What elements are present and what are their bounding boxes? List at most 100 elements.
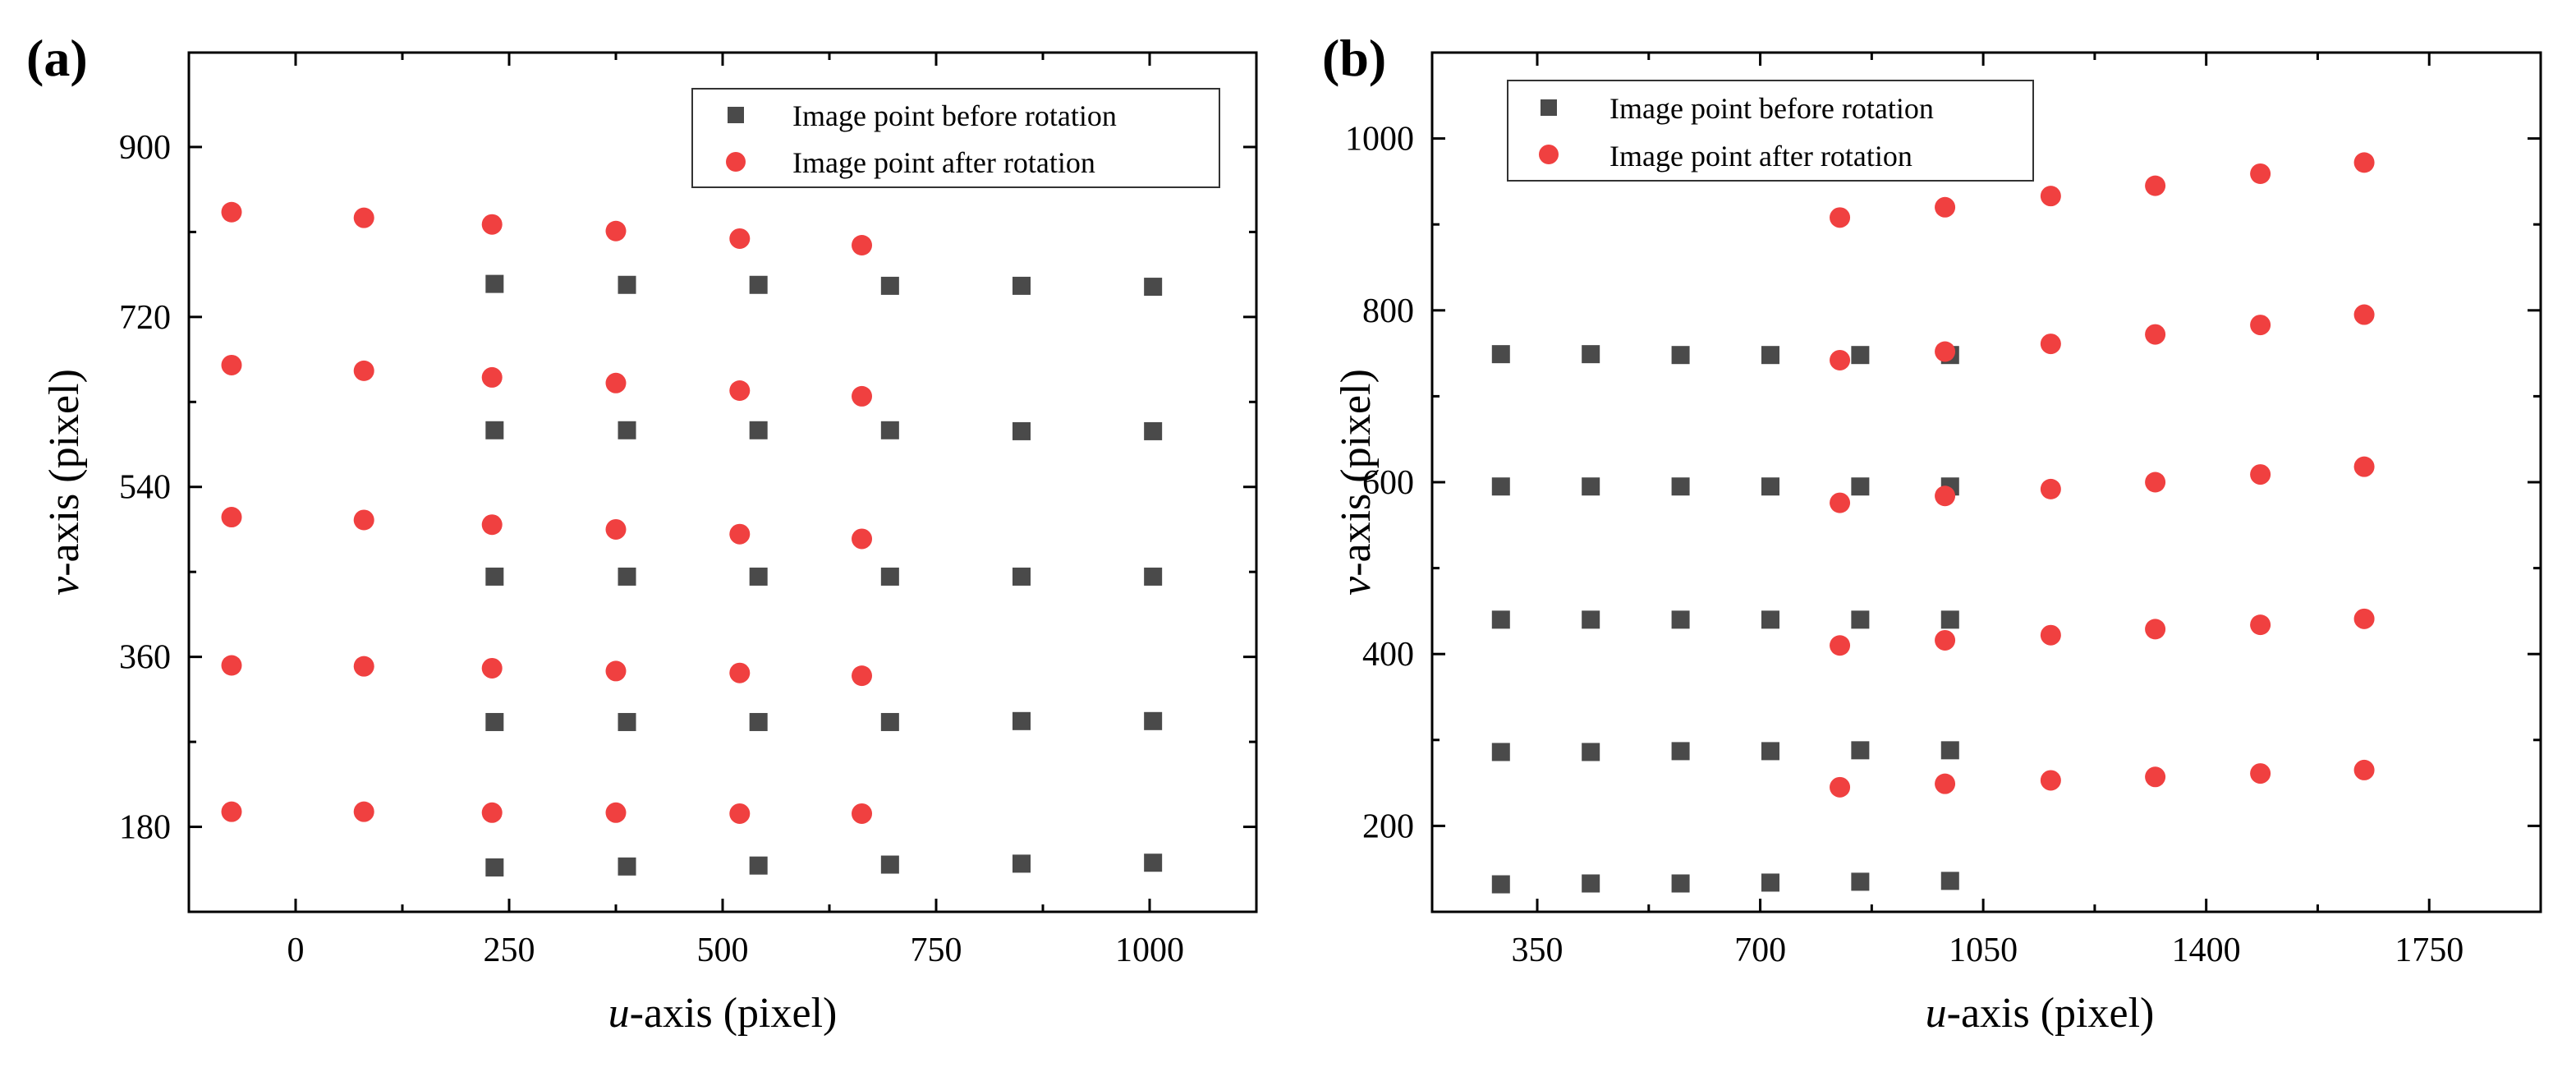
panel-b-before-rotation-point xyxy=(1761,873,1779,892)
panel-b-after-rotation-point xyxy=(1830,776,1851,798)
panel-a-after-rotation-point xyxy=(605,802,627,823)
panel-a-ticks: 0 250 500 750 1000 180 360 540 720 900 xyxy=(119,53,1256,969)
panel-a-after-rotation-point xyxy=(221,201,242,223)
panel-b-legend-box xyxy=(1507,80,2034,182)
panel-a-after-rotation-point xyxy=(353,207,374,228)
panel-b-x-axis-title: u-axis (pixel) xyxy=(1926,990,2155,1037)
panel-a-after-rotation-point xyxy=(353,509,374,531)
panel-a-y-tick-label: 900 xyxy=(119,129,171,167)
panel-b-after-rotation-point xyxy=(1935,485,1956,507)
panel-a-before-rotation-point xyxy=(749,856,768,875)
panel-a-before-rotation-point xyxy=(618,421,636,439)
panel-b-after-rotation-point xyxy=(2145,175,2166,196)
panel-a-y-tick-label: 720 xyxy=(119,299,171,337)
panel-a-before-rotation-point xyxy=(1012,711,1031,730)
panel-a-legend-circle-marker xyxy=(726,152,746,172)
panel-b-after-rotation-point xyxy=(1830,492,1851,513)
panel-b-after-rotation-point xyxy=(1935,773,1956,794)
panel-b-x-tick-label: 1400 xyxy=(2172,932,2241,969)
panel-b-after-rotation-point xyxy=(1935,341,1956,362)
panel-a-before-rotation-point xyxy=(1012,421,1031,440)
panel-b-legend-circle-marker xyxy=(1539,145,1559,164)
panel-b-before-rotation-point xyxy=(1582,874,1600,893)
panel-a-after-rotation-point xyxy=(481,214,503,235)
panel-b-before-rotation-point xyxy=(1582,477,1600,496)
panel-a-label: (a) xyxy=(26,29,88,87)
panel-b-after-rotation-point xyxy=(2353,456,2375,477)
panel-a-legend-label-before: Image point before rotation xyxy=(792,99,1117,132)
panel-a-before-rotation-point xyxy=(1144,853,1163,872)
panel-a-after-rotation-point xyxy=(852,803,873,824)
panel-b-points xyxy=(1491,152,2375,894)
panel-a-y-tick-label: 540 xyxy=(119,469,171,507)
panel-a-chart: (a) 0 250 500 750 1000 180 360 540 720 900 u-axis… xyxy=(26,29,1258,1037)
panel-a-after-rotation-point xyxy=(729,662,751,683)
panel-a-before-rotation-point xyxy=(618,712,636,731)
panel-a-after-rotation-point xyxy=(605,518,627,540)
panel-b-after-rotation-point xyxy=(1830,349,1851,370)
panel-b-legend: Image point before rotation Image point … xyxy=(1507,80,2034,182)
panel-b-after-rotation-point xyxy=(2353,759,2375,780)
panel-b-before-rotation-point xyxy=(1671,346,1690,365)
panel-a-after-rotation-point xyxy=(852,234,873,255)
panel-b-after-rotation-point xyxy=(2145,619,2166,640)
panel-b-before-rotation-point xyxy=(1671,742,1690,761)
panel-b-y-tick-label: 200 xyxy=(1362,807,1414,845)
panel-a-after-rotation-point xyxy=(729,380,751,402)
panel-b-before-rotation-point xyxy=(1491,743,1510,761)
panel-a-after-rotation-point xyxy=(605,660,627,682)
panel-b-after-rotation-point xyxy=(2250,614,2271,636)
panel-b-before-rotation-point xyxy=(1851,872,1870,891)
panel-a-after-rotation-point xyxy=(221,801,242,822)
panel-b-after-rotation-point xyxy=(1935,196,1956,218)
panel-a-y-tick-label: 360 xyxy=(119,639,171,677)
panel-b-before-rotation-point xyxy=(1491,610,1510,629)
panel-b-y-tick-label: 1000 xyxy=(1345,121,1414,159)
panel-a-before-rotation-point xyxy=(1144,567,1163,586)
panel-b-after-rotation-point xyxy=(2040,770,2061,791)
panel-b-x-tick-label: 700 xyxy=(1734,932,1786,969)
panel-a-before-rotation-point xyxy=(880,276,899,295)
panel-a-after-rotation-point xyxy=(353,801,374,822)
panel-b-legend-label-after: Image point after rotation xyxy=(1609,140,1912,173)
panel-a-points xyxy=(221,201,1163,876)
panel-b-after-rotation-point xyxy=(2145,766,2166,788)
panel-b-after-rotation-point xyxy=(2353,608,2375,629)
panel-a-before-rotation-point xyxy=(880,421,899,439)
panel-b-before-rotation-point xyxy=(1851,477,1870,496)
panel-b-x-tick-label: 350 xyxy=(1512,932,1564,969)
panel-b-before-rotation-point xyxy=(1761,346,1779,365)
panel-a-after-rotation-point xyxy=(481,366,503,388)
panel-a-x-axis-title: u-axis (pixel) xyxy=(608,990,838,1037)
panel-a-before-rotation-point xyxy=(1012,567,1031,586)
panel-b-ticks: 350 700 1050 1400 1750 200 400 600 800 1000 xyxy=(1345,53,2541,969)
panel-a-before-rotation-point xyxy=(485,421,504,439)
panel-a-after-rotation-point xyxy=(221,507,242,528)
panel-a-x-tick-label: 500 xyxy=(697,932,749,969)
panel-b-y-axis-title: v-axis (pixel) xyxy=(1333,369,1380,596)
panel-a-before-rotation-point xyxy=(485,858,504,876)
panel-b-after-rotation-point xyxy=(2353,152,2375,173)
panel-b-label: (b) xyxy=(1322,29,1386,87)
panel-b-before-rotation-point xyxy=(1491,875,1510,894)
panel-a-before-rotation-point xyxy=(485,274,504,293)
panel-a-after-rotation-point xyxy=(481,657,503,679)
panel-b-before-rotation-point xyxy=(1940,610,1959,629)
panel-a-after-rotation-point xyxy=(353,360,374,381)
panel-a-before-rotation-point xyxy=(880,712,899,731)
panel-b-before-rotation-point xyxy=(1671,610,1690,629)
panel-b-after-rotation-point xyxy=(2040,186,2061,207)
panel-b-before-rotation-point xyxy=(1491,345,1510,364)
panel-b-after-rotation-point xyxy=(1830,207,1851,228)
panel-b-before-rotation-point xyxy=(1940,872,1959,890)
panel-a-legend-square-marker xyxy=(728,107,744,123)
panel-b-after-rotation-point xyxy=(1830,635,1851,656)
panel-b-before-rotation-point xyxy=(1671,477,1690,496)
panel-b-before-rotation-point xyxy=(1761,610,1779,629)
panel-b-y-tick-label: 400 xyxy=(1362,636,1414,674)
panel-a-before-rotation-point xyxy=(1144,711,1163,730)
panel-b-after-rotation-point xyxy=(2250,464,2271,485)
panel-b-after-rotation-point xyxy=(2250,163,2271,184)
panel-a-legend: Image point before rotation Image point … xyxy=(691,88,1220,188)
